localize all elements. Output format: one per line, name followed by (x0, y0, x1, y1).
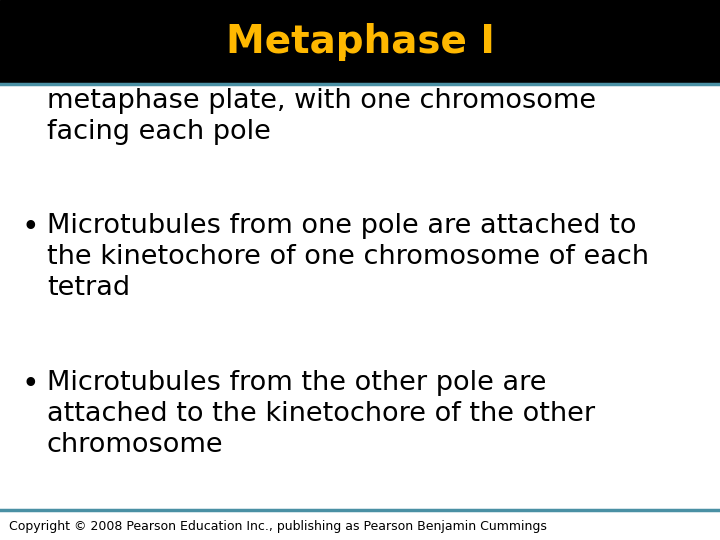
FancyBboxPatch shape (0, 0, 720, 84)
Text: Microtubules from the other pole are
attached to the kinetochore of the other
ch: Microtubules from the other pole are att… (47, 370, 595, 458)
Text: •: • (22, 213, 39, 242)
Text: In metaphase I, tetrads line up at the
metaphase plate, with one chromosome
faci: In metaphase I, tetrads line up at the m… (47, 57, 596, 145)
Text: •: • (22, 370, 39, 399)
Text: Microtubules from one pole are attached to
the kinetochore of one chromosome of : Microtubules from one pole are attached … (47, 213, 649, 301)
Text: •: • (22, 57, 39, 86)
Text: Metaphase I: Metaphase I (225, 23, 495, 61)
Text: Copyright © 2008 Pearson Education Inc., publishing as Pearson Benjamin Cummings: Copyright © 2008 Pearson Education Inc.,… (9, 520, 546, 533)
